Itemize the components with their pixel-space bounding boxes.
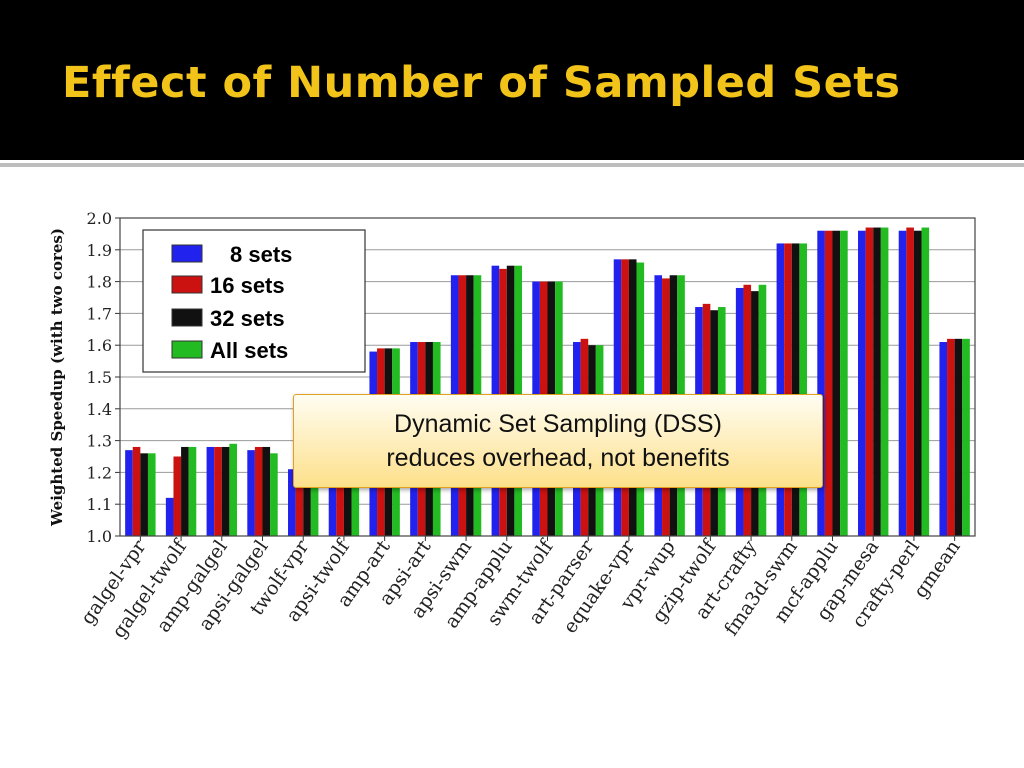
bar-all-sets <box>147 453 156 536</box>
y-tick-label: 1.7 <box>87 304 112 323</box>
bar-32-sets <box>343 462 352 536</box>
bar-all-sets <box>840 230 848 536</box>
slide-title: Effect of Number of Sampled Sets <box>62 58 901 108</box>
bar-16-sets <box>947 338 955 536</box>
bar-32-sets <box>221 446 230 536</box>
callout-line-1: Dynamic Set Sampling (DSS) <box>394 410 722 438</box>
y-tick-label: 1.6 <box>87 336 112 355</box>
bar-16-sets <box>784 243 792 536</box>
y-tick-label: 1.5 <box>87 368 112 387</box>
bar-all-sets <box>921 227 930 536</box>
bar-8-sets <box>247 450 255 536</box>
bar-16-sets <box>824 230 833 536</box>
bar-all-sets <box>270 453 278 536</box>
legend-label: 8 sets <box>230 242 292 267</box>
y-tick-label: 1.0 <box>87 527 112 546</box>
bar-16-sets <box>336 462 344 536</box>
legend-swatch <box>171 275 203 294</box>
plot-frame <box>119 217 976 537</box>
y-axis-label: Weighted Speedup (with two cores) <box>48 228 66 527</box>
bar-all-sets <box>351 462 360 536</box>
legend-label: All sets <box>210 338 288 363</box>
bar-16-sets <box>295 466 304 536</box>
bar-8-sets <box>328 466 337 536</box>
bar-16-sets <box>254 446 263 536</box>
bar-8-sets <box>817 230 825 536</box>
bar-all-sets <box>188 446 197 536</box>
bar-8-sets <box>776 243 785 536</box>
bar-8-sets <box>858 230 866 536</box>
bar-32-sets <box>832 230 841 536</box>
title-divider <box>0 163 1024 167</box>
bar-8-sets <box>898 230 907 536</box>
bar-8-sets <box>288 469 296 536</box>
bar-8-sets <box>125 450 133 536</box>
y-tick-label: 2.0 <box>87 209 112 228</box>
bar-16-sets <box>906 227 914 536</box>
bar-all-sets <box>962 338 970 536</box>
bar-32-sets <box>954 338 963 536</box>
y-tick-label: 1.8 <box>87 273 112 292</box>
bar-16-sets <box>132 446 141 536</box>
legend-label: 32 sets <box>210 306 285 331</box>
bar-32-sets <box>303 466 311 536</box>
bar-16-sets <box>214 446 222 536</box>
bar-32-sets <box>262 446 271 536</box>
bar-all-sets <box>799 243 807 536</box>
bar-16-sets <box>173 456 182 536</box>
y-tick-label: 1.9 <box>87 241 112 260</box>
bar-32-sets <box>791 243 800 536</box>
dss-callout: Dynamic Set Sampling (DSS) reduces overh… <box>293 394 823 488</box>
y-tick-label: 1.2 <box>87 463 112 482</box>
callout-line-2: reduces overhead, not benefits <box>386 444 730 472</box>
bar-16-sets <box>865 227 874 536</box>
bar-8-sets <box>206 446 215 536</box>
bar-all-sets <box>880 227 889 536</box>
y-tick-label: 1.1 <box>87 495 112 514</box>
y-tick-label: 1.4 <box>87 400 112 419</box>
legend-swatch <box>171 244 203 263</box>
bar-8-sets <box>165 497 174 536</box>
legend-label: 16 sets <box>210 273 285 298</box>
legend-swatch <box>171 308 203 327</box>
legend-swatch <box>171 340 203 359</box>
bar-32-sets <box>873 227 881 536</box>
bar-32-sets <box>913 230 922 536</box>
bar-32-sets <box>140 453 148 536</box>
bar-all-sets <box>310 466 319 536</box>
y-tick-label: 1.3 <box>87 432 112 451</box>
bar-8-sets <box>939 342 948 536</box>
bar-32-sets <box>181 446 189 536</box>
title-bar: Effect of Number of Sampled Sets <box>0 0 1024 160</box>
bar-all-sets <box>229 443 237 536</box>
